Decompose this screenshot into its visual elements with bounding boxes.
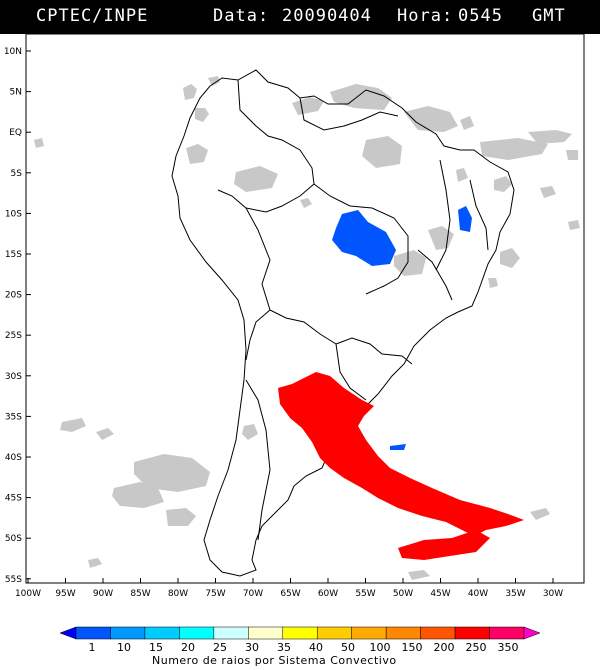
colorbar-tick-label: 100 [370,641,391,654]
lat-label: 10N [4,47,22,57]
colorbar-tick-label: 20 [181,641,195,654]
colorbar-segment [316,626,352,640]
map-frame [25,33,585,584]
colorbar-tick-label: 15 [149,641,163,654]
colorbar-tick-label: 40 [309,641,323,654]
colorbar-tick-label: 50 [341,641,355,654]
lon-label: 55W [355,589,375,599]
lon-label: 45W [430,589,450,599]
lon-label: 100W [15,589,41,599]
lon-label: 60W [318,589,338,599]
colorbar-tick-label: 1 [89,641,96,654]
red-convective-system [278,372,524,560]
date-label: Data: [213,6,270,26]
lon-label: 90W [93,589,113,599]
colorbar-tick-label: 200 [434,641,455,654]
lat-label: 15S [5,250,22,260]
colorbar-tick-label: 350 [498,641,519,654]
hour-value: 0545 [458,6,503,26]
colorbar-segment [489,626,525,640]
lat-label: 50S [5,534,22,544]
colorbar-segment [248,626,284,640]
colorbar-segment [144,626,180,640]
longitude-ticks: 100W 95W 90W 85W 80W 75W 70W 65W 60W 55W 50W 45W 40W… [15,578,563,599]
lon-label: 30W [543,589,563,599]
colorbar-arrow-right [523,626,541,640]
lat-label: 45S [5,494,22,504]
lon-label: 95W [55,589,75,599]
lat-label: 35S [5,412,22,422]
lon-label: 50W [393,589,413,599]
colorbar-arrow-left [59,626,77,640]
lon-label: 70W [243,589,263,599]
colorbar-segment [213,626,249,640]
lat-label: EQ [9,128,22,138]
colorbar-tick-label: 25 [213,641,227,654]
coastline [171,69,515,577]
colorbar-segment [75,626,111,640]
lat-label: 55S [5,575,22,585]
lat-label: 25S [5,331,22,341]
colorbar-segment [110,626,146,640]
lon-label: 35W [505,589,525,599]
lat-label: 30S [5,372,22,382]
colorbar-segment [351,626,387,640]
lon-label: 85W [130,589,150,599]
lat-label: 5S [11,169,23,179]
colorbar-tick-label: 250 [466,641,487,654]
colorbar-segment [454,626,490,640]
lon-label: 75W [205,589,225,599]
lat-label: 20S [5,291,22,301]
colorbar-segment [385,626,421,640]
date-value: 20090404 [282,6,372,26]
hour-label: Hora: [397,6,454,26]
lon-label: 40W [468,589,488,599]
colorbar-tick-label: 10 [117,641,131,654]
colorbar-segment [420,626,456,640]
colorbar-tick-label: 35 [277,641,291,654]
colorbar-segment [282,626,318,640]
lon-label: 65W [280,589,300,599]
cloud-cover [34,76,580,580]
latitude-ticks: 10N 5N EQ 5S 10S 15S 20S 25S 30S 35S 40S 45S 50S 55S [4,47,31,585]
lat-label: 10S [5,209,22,219]
lat-label: 5N [10,88,22,98]
blue-convective-systems [332,206,472,450]
lat-label: 40S [5,453,22,463]
timezone-label: GMT [532,6,566,26]
lon-label: 80W [168,589,188,599]
source-label: CPTEC/INPE [36,6,149,26]
colorbar-tick-label: 30 [245,641,259,654]
colorbar-segment [179,626,215,640]
title-bar: CPTEC/INPE Data: 20090404 Hora: 0545 GMT [0,0,600,34]
colorbar-tick-label: 150 [402,641,423,654]
colorbar-caption: Numero de raios por Sistema Convectivo [152,654,397,667]
colorbar: 1 10 15 20 25 30 35 40 50 100 150 200 250 350 [59,626,541,654]
